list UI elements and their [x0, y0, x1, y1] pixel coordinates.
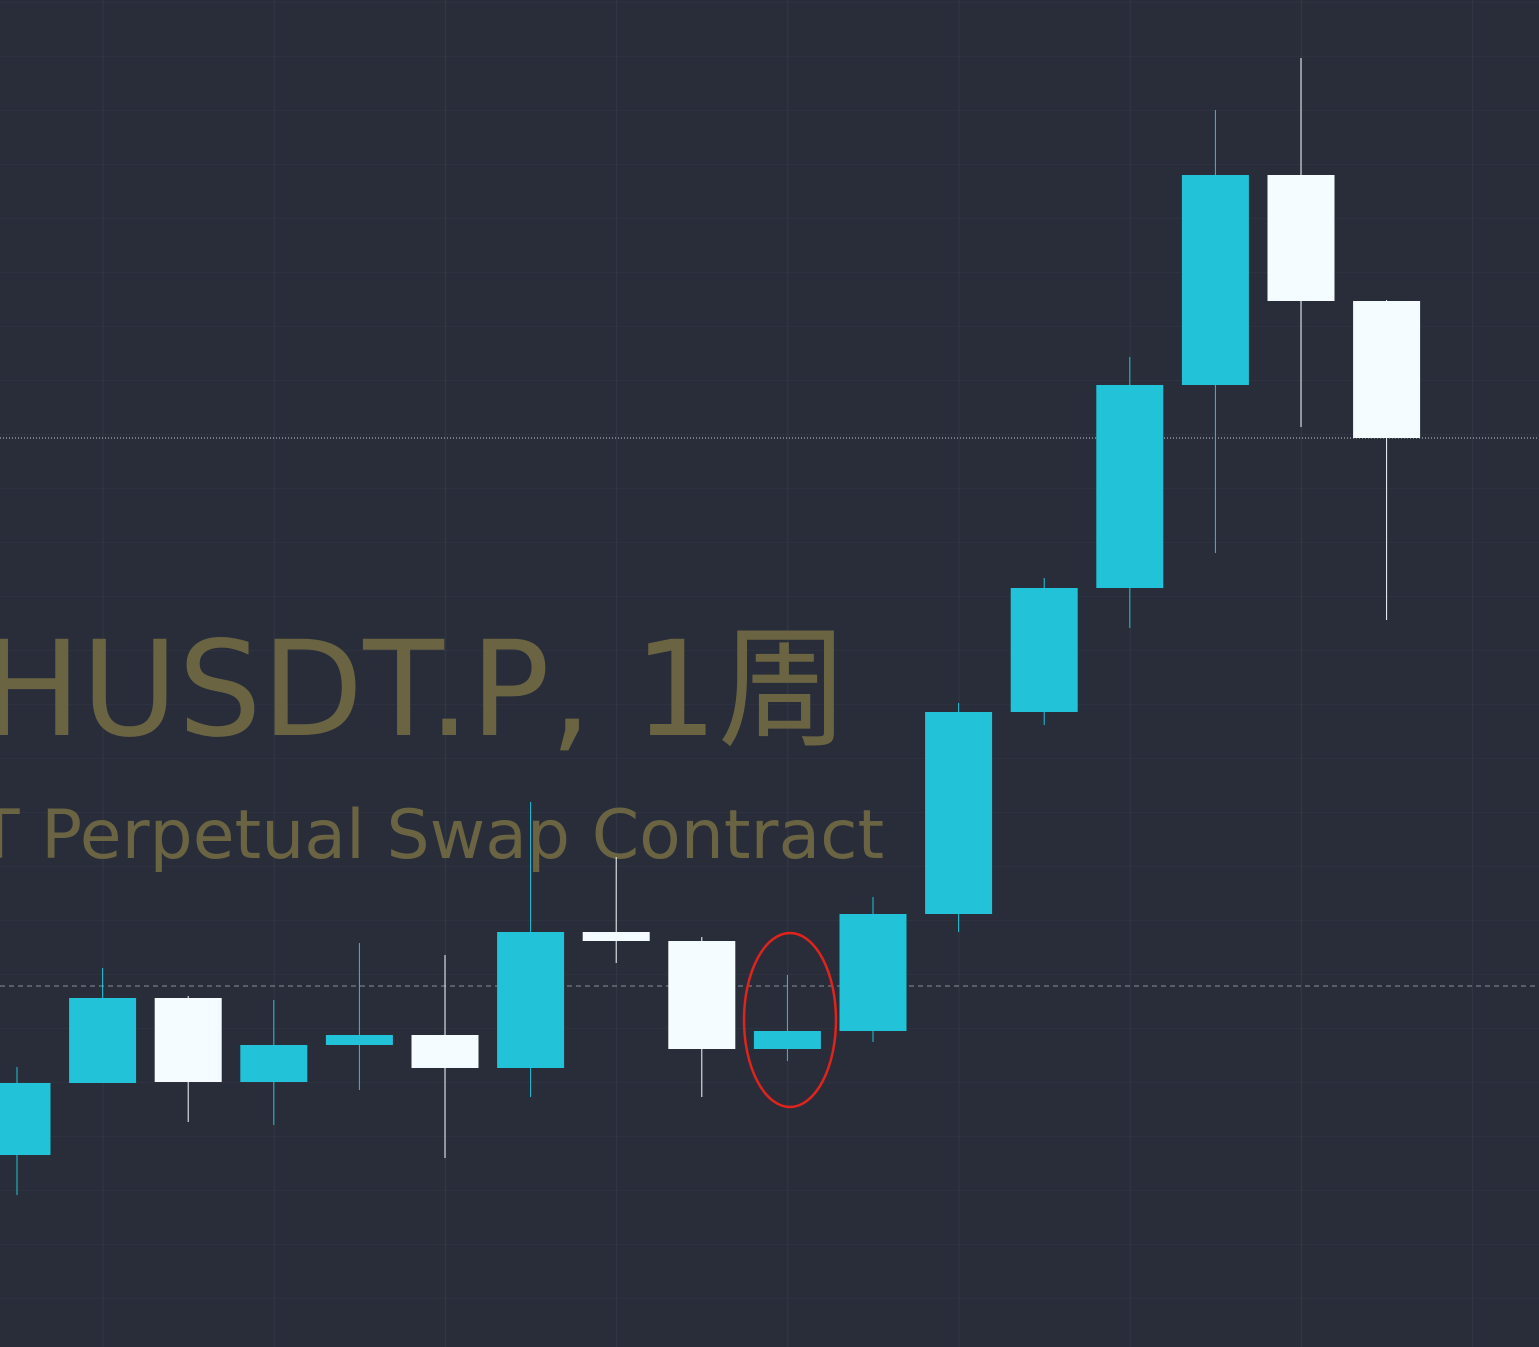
- candle-body: [753, 1031, 821, 1049]
- candle-body: [154, 998, 222, 1082]
- candle-body: [839, 914, 907, 1031]
- candle-body: [1010, 588, 1078, 712]
- candle-body: [411, 1035, 479, 1068]
- highlight-ellipse: [742, 931, 838, 1109]
- watermark-subtitle: T Perpetual Swap Contract: [0, 796, 884, 875]
- candle-body: [925, 712, 993, 914]
- candle-body: [69, 998, 137, 1083]
- candle-body: [1267, 175, 1335, 301]
- candle-body: [1181, 175, 1249, 385]
- candle-body: [325, 1035, 393, 1045]
- candle-body: [0, 1083, 51, 1155]
- candle-body: [582, 932, 650, 941]
- candle-body: [497, 932, 565, 1068]
- candle-body: [1096, 385, 1164, 588]
- candle-body: [668, 941, 736, 1049]
- watermark-title: HUSDT.P, 1周: [0, 613, 850, 767]
- candle-body: [1353, 301, 1421, 438]
- candle-body: [240, 1045, 308, 1082]
- candles: [0, 58, 1539, 1195]
